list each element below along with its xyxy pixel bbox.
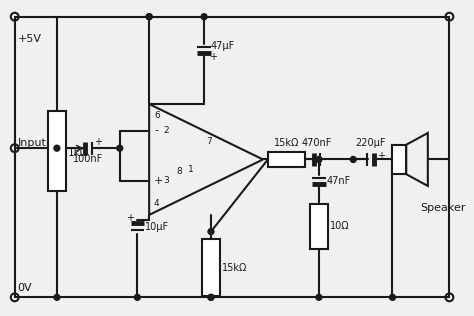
Text: Input: Input bbox=[18, 138, 46, 149]
Text: 8: 8 bbox=[177, 167, 182, 176]
Text: 2: 2 bbox=[163, 126, 169, 135]
Circle shape bbox=[316, 295, 322, 300]
Text: 1: 1 bbox=[188, 165, 194, 174]
Circle shape bbox=[350, 156, 356, 162]
Text: Speaker: Speaker bbox=[420, 203, 465, 213]
Text: 470nF: 470nF bbox=[302, 138, 332, 148]
Circle shape bbox=[316, 156, 322, 162]
Text: +: + bbox=[209, 52, 217, 62]
Circle shape bbox=[201, 14, 207, 20]
Text: 1kΩ: 1kΩ bbox=[68, 148, 88, 158]
Text: +: + bbox=[94, 137, 102, 147]
Bar bbox=[268, 152, 305, 167]
Bar bbox=[48, 111, 66, 191]
Text: 4: 4 bbox=[154, 199, 160, 208]
Text: +5V: +5V bbox=[18, 34, 42, 44]
Circle shape bbox=[146, 14, 152, 20]
Text: 3: 3 bbox=[163, 176, 169, 185]
Text: -: - bbox=[154, 125, 158, 136]
Circle shape bbox=[54, 145, 60, 151]
Text: 15kΩ: 15kΩ bbox=[222, 263, 247, 273]
Circle shape bbox=[208, 295, 214, 300]
Bar bbox=[392, 145, 406, 174]
Text: +: + bbox=[127, 213, 135, 223]
Circle shape bbox=[208, 229, 214, 234]
Text: 7: 7 bbox=[206, 137, 212, 146]
Text: 0V: 0V bbox=[18, 283, 32, 294]
Circle shape bbox=[390, 295, 395, 300]
Circle shape bbox=[146, 14, 152, 20]
Circle shape bbox=[54, 295, 60, 300]
Text: 10Ω: 10Ω bbox=[330, 221, 349, 231]
Text: 5: 5 bbox=[266, 155, 272, 164]
Circle shape bbox=[208, 295, 214, 300]
Text: 15kΩ: 15kΩ bbox=[274, 138, 299, 148]
Text: +: + bbox=[154, 176, 164, 185]
Text: +: + bbox=[377, 150, 385, 161]
Circle shape bbox=[135, 295, 140, 300]
Bar bbox=[202, 240, 220, 296]
Bar bbox=[310, 204, 328, 249]
Text: 47nF: 47nF bbox=[327, 176, 351, 186]
Text: 10μF: 10μF bbox=[145, 222, 169, 232]
Text: 6: 6 bbox=[154, 111, 160, 120]
Circle shape bbox=[117, 145, 123, 151]
Text: 47μF: 47μF bbox=[211, 41, 235, 51]
Text: 220μF: 220μF bbox=[356, 138, 386, 148]
Text: 100nF: 100nF bbox=[73, 154, 103, 164]
